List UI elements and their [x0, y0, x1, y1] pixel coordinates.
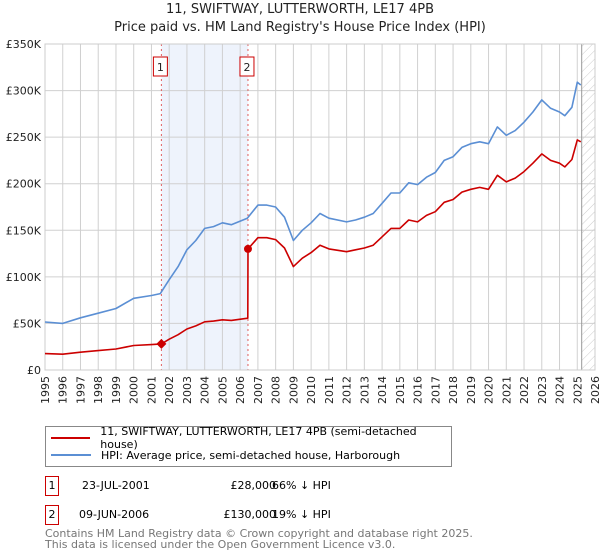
legend-label: HPI: Average price, semi-detached house,… — [101, 448, 401, 462]
x-tick-label: 2022 — [518, 376, 531, 404]
sale-label-box — [152, 56, 168, 77]
x-tick-label: 2009 — [287, 376, 300, 404]
x-tick-label: 2007 — [252, 376, 265, 404]
legend-item-property: 11, SWIFTWAY, LUTTERWORTH, LE17 4PB (sem… — [51, 425, 451, 451]
x-tick-label: 2006 — [234, 376, 247, 404]
y-tick-label: £300K — [6, 85, 42, 98]
x-tick-label: 2008 — [270, 376, 283, 404]
y-tick-label: £100K — [6, 271, 42, 284]
x-tick-label: 2025 — [571, 376, 584, 404]
x-tick-label: 2001 — [145, 376, 158, 404]
x-tick-label: 2011 — [323, 376, 336, 404]
x-tick-label: 2004 — [199, 376, 212, 404]
transaction-date: 23-JUL-2001 — [82, 479, 150, 492]
transaction-delta: 66% ↓ HPI — [272, 479, 331, 492]
transaction-number: 2 — [45, 505, 59, 525]
legend-label: 11, SWIFTWAY, LUTTERWORTH, LE17 4PB (sem… — [100, 425, 417, 451]
x-tick-label: 2019 — [465, 376, 478, 404]
y-tick-label: £250K — [6, 131, 42, 144]
x-tick-label: 2016 — [412, 376, 425, 404]
legend: 11, SWIFTWAY, LUTTERWORTH, LE17 4PB (sem… — [45, 425, 452, 467]
legend-swatch-red — [51, 437, 91, 439]
x-tick-label: 2010 — [305, 376, 318, 404]
y-tick-label: £150K — [6, 224, 42, 237]
y-tick-label: £200K — [6, 178, 42, 191]
footer-copyright: Contains HM Land Registry data © Crown c… — [45, 527, 473, 540]
x-tick-label: 2002 — [163, 376, 176, 404]
x-tick-label: 2023 — [536, 376, 549, 404]
sale-point-diamond — [156, 338, 167, 349]
y-tick-label: £0 — [27, 364, 41, 377]
x-tick-label: 2013 — [358, 376, 371, 404]
x-tick-label: 2000 — [128, 376, 141, 404]
chart-subtitle: Price paid vs. HM Land Registry's House … — [114, 20, 486, 35]
chart-title: 11, SWIFTWAY, LUTTERWORTH, LE17 4PB — [166, 2, 434, 17]
y-tick-label: £350K — [6, 38, 42, 51]
x-tick-label: 2012 — [341, 376, 354, 404]
x-tick-label: 2017 — [429, 376, 442, 404]
x-tick-label: 1995 — [39, 376, 52, 404]
x-tick-label: 2021 — [500, 376, 513, 404]
transaction-number: 1 — [45, 476, 59, 496]
y-tick-label: £50K — [13, 317, 42, 330]
plot-border — [44, 43, 596, 371]
legend-swatch-blue — [51, 454, 91, 456]
x-tick-label: 2014 — [376, 376, 389, 404]
x-tick-label: 1997 — [74, 376, 87, 404]
x-tick-label: 2018 — [447, 376, 460, 404]
transaction-row: 2 09-JUN-2006 £130,000 19% ↓ HPI — [45, 505, 545, 525]
footer: Contains HM Land Registry data © Crown c… — [45, 528, 473, 550]
x-tick-label: 2024 — [554, 376, 567, 404]
transaction-price: £130,000 — [223, 508, 277, 521]
sale-label: 2 — [243, 61, 250, 74]
sale-label-box — [239, 56, 255, 77]
x-tick-label: 2005 — [216, 376, 229, 404]
sale-label: 1 — [157, 61, 164, 74]
sale-point-circle — [243, 244, 252, 253]
x-tick-label: 2020 — [483, 376, 496, 404]
transaction-delta: 19% ↓ HPI — [272, 508, 331, 521]
property-series-line — [44, 139, 582, 355]
x-tick-label: 2026 — [589, 376, 600, 404]
price-chart: 1995 1996 1997 1998 1999 2000 2001 2002 2003 2004… — [6, 38, 600, 404]
footer-licence: This data is licensed under the Open Gov… — [45, 538, 396, 551]
legend-item-hpi: HPI: Average price, semi-detached house,… — [51, 447, 400, 463]
transaction-price: £28,000 — [230, 479, 277, 492]
future-hatch — [581, 44, 595, 370]
x-tick-label: 2003 — [181, 376, 194, 404]
x-tick-label: 1996 — [57, 376, 70, 404]
x-tick-label: 2015 — [394, 376, 407, 404]
transaction-date: 09-JUN-2006 — [79, 508, 150, 521]
x-tick-label: 1998 — [92, 376, 105, 404]
transaction-row: 1 23-JUL-2001 £28,000 66% ↓ HPI — [45, 476, 545, 496]
hpi-series-line — [44, 81, 582, 325]
x-tick-label: 1999 — [110, 376, 123, 404]
